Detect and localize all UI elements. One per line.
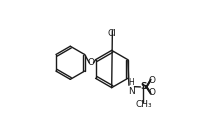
Text: O: O — [149, 88, 156, 97]
Text: Cl: Cl — [108, 29, 117, 38]
Text: O: O — [149, 76, 156, 85]
Text: S: S — [140, 82, 147, 91]
Text: O: O — [88, 58, 95, 67]
Text: N: N — [128, 87, 135, 96]
Text: H: H — [129, 78, 134, 87]
Text: CH₃: CH₃ — [135, 100, 152, 109]
